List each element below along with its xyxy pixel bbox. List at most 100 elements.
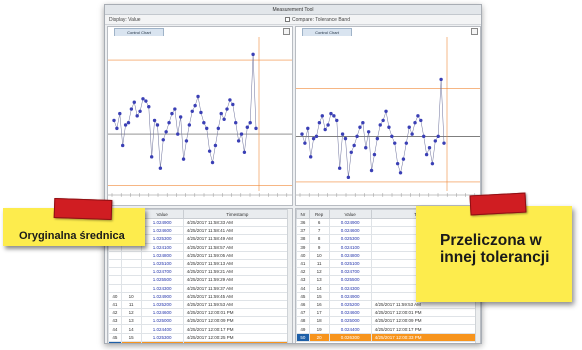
data-point	[234, 120, 238, 125]
data-point	[436, 134, 440, 139]
data-point	[422, 134, 426, 139]
data-point	[158, 166, 163, 170]
data-point	[147, 105, 151, 109]
table-cell: 1.025200	[140, 299, 184, 310]
data-point	[112, 118, 116, 123]
table-cell: 45	[108, 332, 122, 342]
table-cell: 38	[296, 234, 310, 244]
table-cell: 18	[308, 316, 330, 326]
table-row[interactable]: 1.025500 4/25/2017 11:59:29 AM	[108, 275, 292, 285]
scrollbar[interactable]	[287, 209, 292, 343]
table-cell: 1.025000	[140, 316, 184, 326]
data-point	[439, 77, 443, 82]
table-row[interactable]: 1.024700 4/25/2017 11:59:21 AM	[108, 267, 292, 277]
data-point	[132, 100, 136, 104]
data-point	[381, 118, 385, 123]
data-point	[245, 125, 250, 129]
data-point	[193, 103, 197, 108]
table-cell: 36	[296, 217, 310, 228]
table-row[interactable]: 1.024800 4/25/2017 11:59:05 AM	[108, 250, 292, 260]
table-cell: 6	[308, 217, 330, 228]
data-point	[427, 146, 432, 150]
table-cell: 4/25/2017 12:00:33 PM	[182, 340, 292, 343]
series-line	[301, 79, 445, 178]
column-header[interactable]: Timestamp	[182, 209, 292, 219]
table-cell: 0.024800	[328, 250, 372, 260]
table-row[interactable]: 40 10 1.024900 4/25/2017 11:59:45 AM	[108, 291, 292, 301]
data-point	[401, 157, 406, 161]
data-point	[393, 141, 397, 145]
data-point	[126, 120, 131, 125]
table-row[interactable]: 1.024300 4/25/2017 11:59:37 AM	[108, 283, 292, 293]
table-cell: 40	[108, 291, 122, 301]
table-row[interactable]: 42 12 1.024600 4/25/2017 12:00:01 PM	[108, 308, 292, 318]
table-cell: 46	[296, 299, 310, 310]
data-point	[419, 118, 423, 123]
tape-mark	[53, 197, 113, 221]
data-point	[372, 152, 377, 157]
data-point	[407, 125, 411, 129]
column-header[interactable]: Rep	[308, 209, 330, 219]
table-cell: 0.025000	[328, 316, 372, 326]
callout-right-text: Przeliczona w innej tolerancji	[440, 232, 550, 266]
table-cell: 4/25/2017 11:59:45 AM	[182, 291, 292, 301]
compare-toggle[interactable]: Compare: Tolerance Band	[285, 15, 350, 25]
data-point	[369, 168, 374, 173]
table-cell: 4/25/2017 11:59:53 AM	[182, 299, 292, 310]
data-point	[196, 94, 200, 99]
table-row[interactable]: 44 14 1.024400 4/25/2017 12:00:17 PM	[108, 324, 292, 334]
table-row[interactable]: 43 13 1.025000 4/25/2017 12:00:09 PM	[108, 316, 292, 326]
checkbox-icon[interactable]	[285, 17, 290, 22]
selected-table-row[interactable]: 50 20 0.026300 4/25/2017 12:00:33 PM	[296, 332, 480, 342]
table-cell: 37	[296, 226, 310, 236]
tab-control-chart-right[interactable]: Control Chart	[302, 28, 352, 36]
column-header[interactable]: Value	[140, 209, 184, 219]
table-row[interactable]: 47 17 0.024600 4/25/2017 12:00:01 PM	[296, 308, 480, 318]
table-cell: 39	[296, 242, 310, 252]
data-point	[207, 149, 212, 153]
table-row[interactable]: 45 15 1.025300 4/25/2017 12:00:25 PM	[108, 332, 292, 342]
table-cell: 47	[296, 308, 310, 318]
table-cell: 7	[308, 226, 330, 236]
data-point	[433, 139, 438, 143]
table-cell: 1.026300	[140, 340, 184, 343]
table-row[interactable]: 49 19 0.024400 4/25/2017 12:00:17 PM	[296, 324, 480, 334]
table-cell: 4/25/2017 12:00:09 PM	[370, 316, 480, 326]
table-cell	[120, 267, 142, 277]
table-cell: 16	[120, 340, 142, 343]
table-cell: 14	[120, 324, 142, 334]
tab-control-chart-left[interactable]: Control Chart	[114, 28, 164, 36]
callout-left-text: Oryginalna średnica	[19, 230, 125, 242]
data-point	[384, 109, 388, 114]
compare-label: Compare: Tolerance Band	[292, 17, 350, 23]
data-point	[138, 109, 142, 114]
table-cell: 13	[120, 316, 142, 326]
pane-options-icon[interactable]	[283, 28, 290, 35]
data-point	[300, 132, 304, 136]
display-menu[interactable]: Display: Value	[109, 17, 141, 23]
data-point	[364, 146, 368, 150]
table-cell	[108, 283, 122, 293]
data-point	[155, 123, 160, 127]
table-row[interactable]: 41 11 1.025200 4/25/2017 11:59:53 AM	[108, 299, 292, 310]
tape-mark	[469, 192, 527, 216]
pane-options-icon[interactable]	[471, 28, 478, 35]
column-header[interactable]: Value	[328, 209, 372, 219]
data-point	[343, 136, 348, 141]
table-cell	[108, 275, 122, 285]
data-point	[202, 120, 206, 125]
table-cell	[108, 258, 122, 269]
table-cell: 45	[296, 291, 310, 301]
data-point	[404, 141, 409, 145]
table-cell: 4/25/2017 12:00:33 PM	[370, 332, 480, 342]
table-row[interactable]: 1.025100 4/25/2017 11:59:13 AM	[108, 258, 292, 269]
table-row[interactable]: 48 18 0.025000 4/25/2017 12:00:09 PM	[296, 316, 480, 326]
column-header[interactable]: Nr	[296, 209, 310, 219]
data-point	[161, 138, 165, 142]
table-cell	[108, 267, 122, 277]
data-point	[181, 157, 186, 161]
data-point	[199, 110, 203, 115]
table-cell: 0.025500	[328, 275, 372, 285]
